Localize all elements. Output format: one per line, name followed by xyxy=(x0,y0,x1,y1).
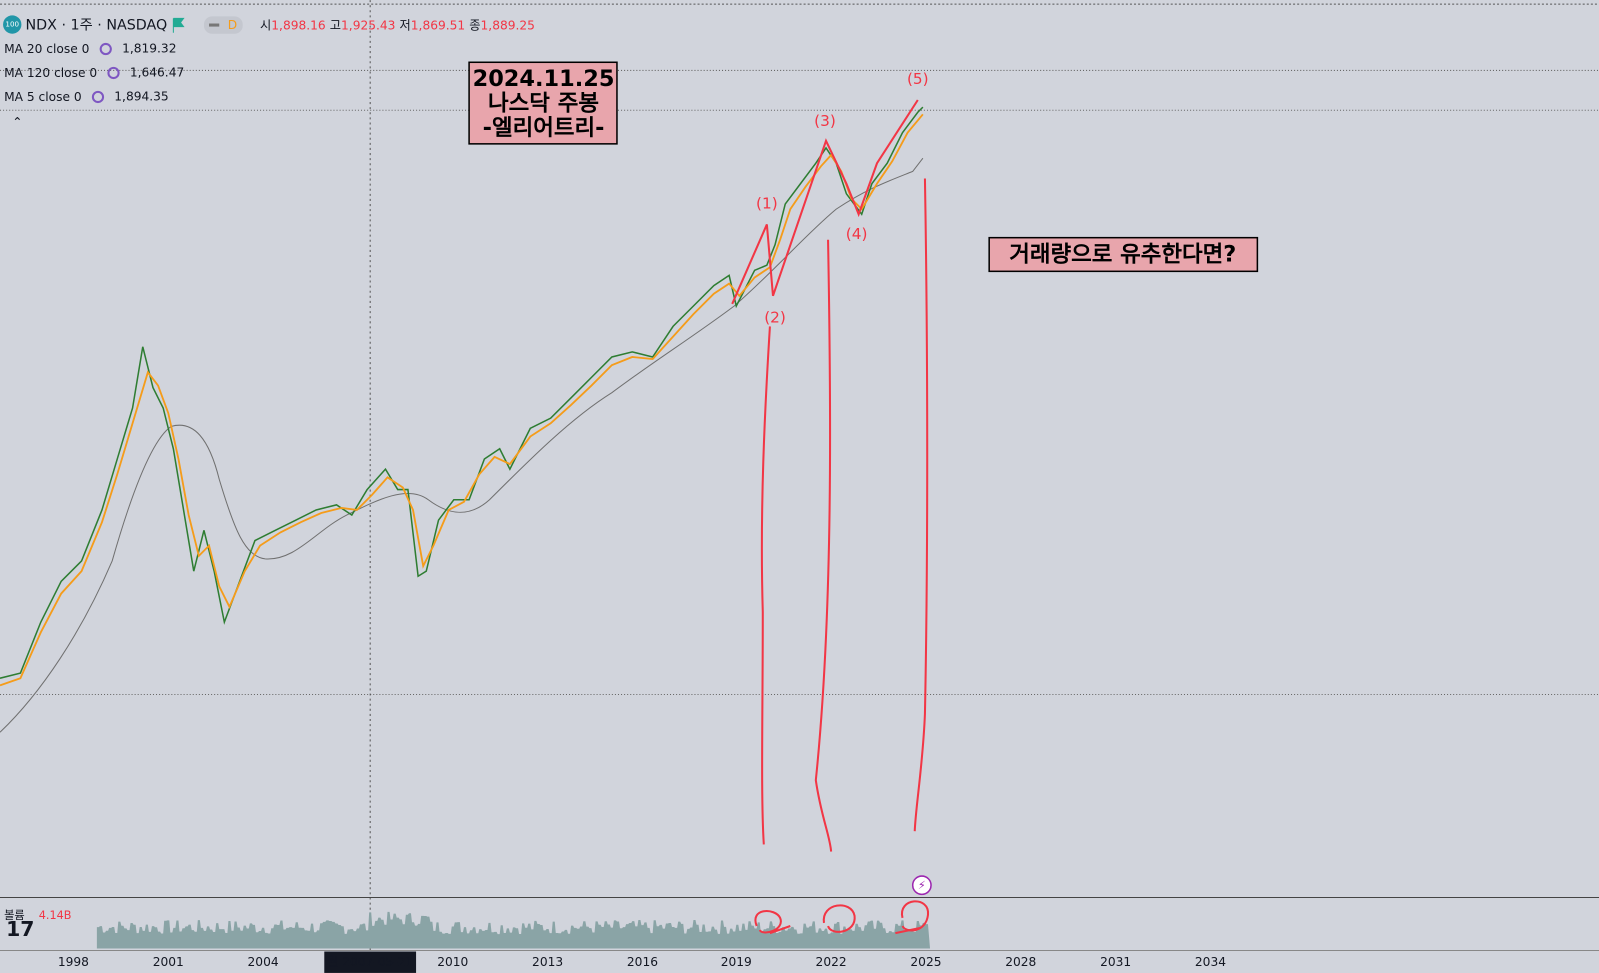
ohlc-label: 시 xyxy=(260,18,271,32)
ohlc-value: 1,869.51 xyxy=(411,18,465,32)
indicator: MA 120 close 0 xyxy=(4,65,97,79)
x-tick-label: 2025 xyxy=(910,955,941,969)
ohlc-label: 저 xyxy=(400,18,411,32)
wave-label: (1) xyxy=(756,195,778,213)
volume-label: 볼륨 xyxy=(4,909,25,922)
title-box xyxy=(468,61,618,145)
ohlc-value: 1,925.43 xyxy=(341,18,395,32)
ma20-line xyxy=(0,113,924,687)
marker-line xyxy=(814,239,833,852)
event-bolt: ⚡ xyxy=(918,879,926,892)
marker-line xyxy=(760,326,771,845)
x-tick-label: 2028 xyxy=(1005,955,1036,969)
badge-text: 100 xyxy=(5,20,19,29)
indicator-value: 1,646.47 xyxy=(130,65,184,79)
volume-circle xyxy=(895,900,930,935)
price-line xyxy=(0,106,924,679)
wave-label: (5) xyxy=(907,70,929,88)
event-icon[interactable] xyxy=(911,875,932,896)
indicator-icon xyxy=(107,66,120,80)
x-tick-label: 2019 xyxy=(721,955,752,969)
volume-bars xyxy=(96,911,931,949)
collapse-arrow[interactable]: ⌃ xyxy=(12,115,22,129)
x-tick-label: 2004 xyxy=(248,955,279,969)
ohlc: 시1,898.16 고1,925.43 저1,869.51 종1,889.25 xyxy=(260,18,535,32)
wave-label: (3) xyxy=(814,112,836,130)
flag-icon[interactable] xyxy=(172,17,185,33)
indicator-name: MA 5 close 0 xyxy=(4,89,82,103)
indicator-icon xyxy=(91,90,105,104)
x-tick-label: 2022 xyxy=(816,955,847,969)
title-line: 나스닥 주봉 xyxy=(488,91,599,117)
indicator-icon xyxy=(99,42,112,56)
x-tick-label: 2010 xyxy=(437,955,468,969)
tv-logo[interactable]: 17 xyxy=(6,917,34,941)
title-line: 2024.11.25 xyxy=(473,66,615,92)
volume-value: 4.14B xyxy=(39,909,72,922)
wave-label: (2) xyxy=(764,309,786,327)
interval-pill[interactable] xyxy=(203,16,243,34)
symbol-badge[interactable] xyxy=(3,15,22,34)
x-tick-label: 2034 xyxy=(1195,955,1226,969)
ohlc-label: 종 xyxy=(469,18,480,32)
indicator-name: MA 20 close 0 xyxy=(4,42,89,56)
ohlc-label: 고 xyxy=(330,18,341,32)
symbol[interactable]: NDX · 1주 · NASDAQ xyxy=(25,18,167,34)
indicator-value: 1,819.32 xyxy=(122,42,176,56)
wave-label: (4) xyxy=(846,225,868,243)
x-tick-label: 2001 xyxy=(153,955,184,969)
volume-circle xyxy=(822,904,856,933)
ma120-line xyxy=(0,157,924,733)
interval: D xyxy=(228,18,237,32)
question-box xyxy=(988,236,1259,273)
indicator: MA 5 close 0 xyxy=(4,89,82,103)
title-line: -엘리어트리- xyxy=(483,115,605,141)
pill-dash xyxy=(209,23,220,27)
x-tick-label: 2013 xyxy=(532,955,563,969)
marker-line xyxy=(913,178,929,832)
indicator-value: 1,894.35 xyxy=(114,89,168,103)
ohlc-value: 1,889.25 xyxy=(481,18,535,32)
indicator-name: MA 120 close 0 xyxy=(4,65,97,79)
indicator: MA 20 close 0 xyxy=(4,42,89,56)
crosshair-badge xyxy=(324,951,417,973)
crosshair-label: 월 2007-05-21 xyxy=(327,955,413,969)
x-tick-label: 2016 xyxy=(627,955,658,969)
x-tick-label: 2031 xyxy=(1100,955,1131,969)
wave-drawing xyxy=(731,99,919,305)
question: 거래량으로 유추한다면? xyxy=(1009,242,1236,268)
volume-circle xyxy=(754,910,791,935)
ohlc-value: 1,898.16 xyxy=(271,18,325,32)
x-tick-label: 1998 xyxy=(58,955,89,969)
